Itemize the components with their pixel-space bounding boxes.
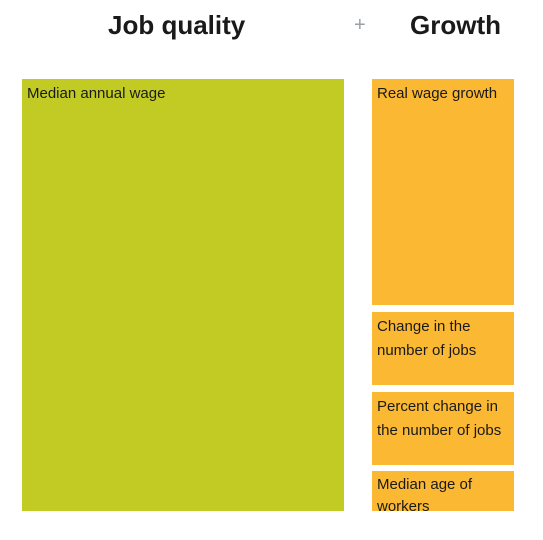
right-box: Change in the number of jobs (372, 312, 514, 385)
right-box: Percent change in the number of jobs (372, 392, 514, 465)
right-box: Real wage growth (372, 79, 514, 305)
header-plus: + (354, 14, 366, 36)
header-right: Growth (410, 10, 501, 40)
header-left: Job quality (108, 10, 246, 40)
right-box: Median age of workers (372, 471, 514, 515)
left-box: Median annual wage (22, 79, 344, 511)
